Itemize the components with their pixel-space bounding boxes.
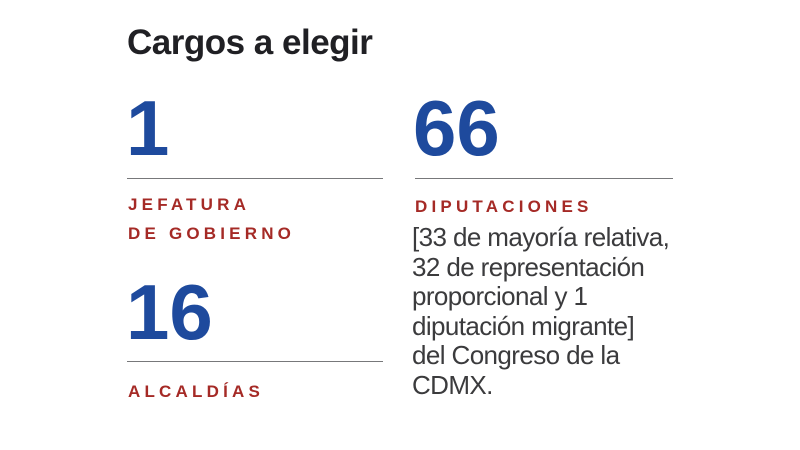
stat-value-diputaciones: 66 bbox=[413, 84, 500, 172]
stat-description-line-5: del Congreso de la bbox=[412, 340, 620, 370]
stat-description-line-6: CDMX. bbox=[412, 369, 493, 400]
stat-description-line-2: 32 de representación bbox=[412, 251, 645, 282]
stat-description-line-3: proporcional y 1 bbox=[412, 281, 588, 311]
stat-description-line-4: diputación migrante] bbox=[412, 310, 635, 341]
stat-description-line-1: [33 de mayoría relativa, bbox=[412, 222, 670, 252]
stat-label-jefatura-line2: DE GOBIERNO bbox=[128, 224, 296, 243]
stat-value-jefatura: 1 bbox=[126, 84, 170, 172]
divider-jefatura bbox=[127, 178, 383, 179]
stat-label-jefatura-line1: JEFATURA bbox=[128, 195, 251, 214]
stat-description-diputaciones: [33 de mayoría relativa, 32 de represent… bbox=[412, 222, 670, 400]
stat-label-diputaciones: DIPUTACIONES bbox=[415, 197, 593, 216]
page-title: Cargos a elegir bbox=[127, 23, 373, 62]
stat-label-jefatura: JEFATURA DE GOBIERNO bbox=[128, 190, 295, 248]
divider-diputaciones bbox=[415, 178, 673, 179]
stat-value-alcaldias: 16 bbox=[126, 268, 213, 356]
stat-label-alcaldias: ALCALDÍAS bbox=[128, 382, 265, 401]
divider-alcaldias bbox=[127, 361, 383, 362]
